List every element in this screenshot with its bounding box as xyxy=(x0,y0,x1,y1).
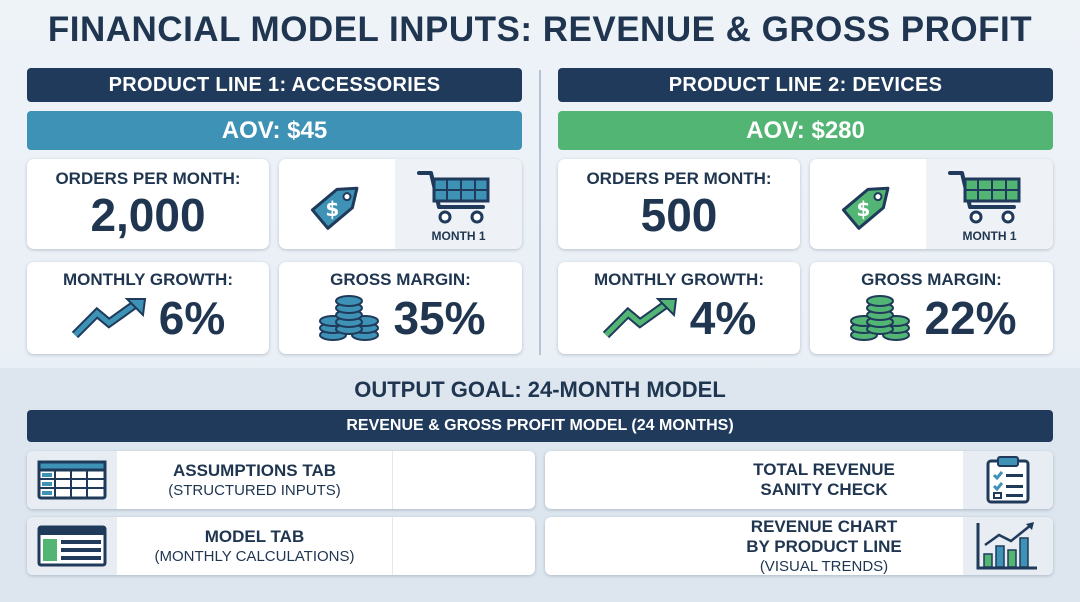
price-tag-icon: $ xyxy=(310,186,359,230)
revenue-chart-item: REVENUE CHART BY PRODUCT LINE (VISUAL TR… xyxy=(545,517,1053,575)
cart-box: MONTH 1 xyxy=(926,159,1053,249)
margin-value: 22% xyxy=(924,292,1017,344)
icon-box xyxy=(27,517,117,575)
orders-label: ORDERS PER MONTH: xyxy=(586,169,772,188)
item-title-line2: BY PRODUCT LINE xyxy=(746,536,902,556)
model-bar: REVENUE & GROSS PROFIT MODEL (24 MONTHS) xyxy=(27,410,1053,442)
margin-label: GROSS MARGIN: xyxy=(861,270,1002,289)
item-title: REVENUE CHART xyxy=(750,516,898,536)
margin-card: GROSS MARGIN: 35% xyxy=(279,262,522,354)
coin-stacks-icon xyxy=(319,295,380,341)
table-layout-icon xyxy=(37,525,107,567)
shopping-cart-icon xyxy=(417,171,490,224)
month-label: MONTH 1 xyxy=(431,229,486,243)
item-title: TOTAL REVENUE xyxy=(753,460,895,479)
product-line-2-panel: PRODUCT LINE 2: DEVICES AOV: $280 ORDERS… xyxy=(558,68,1053,354)
model-tab-item: MODEL TAB (MONTHLY CALCULATIONS) xyxy=(27,517,535,575)
shopping-cart-icon xyxy=(948,171,1021,224)
orders-card: ORDERS PER MONTH: 2,000 xyxy=(27,159,269,249)
margin-card: GROSS MARGIN: 22% xyxy=(810,262,1053,354)
product-line-1-header: PRODUCT LINE 1: ACCESSORIES xyxy=(27,68,522,102)
icons-card: $ MONTH 1 xyxy=(279,159,522,249)
item-title: MODEL TAB xyxy=(204,526,305,546)
revenue-sanity-item: TOTAL REVENUE SANITY CHECK xyxy=(545,451,1053,509)
orders-value: 2,000 xyxy=(90,189,206,241)
margin-value: 35% xyxy=(393,292,486,344)
cart-box: MONTH 1 xyxy=(395,159,522,249)
orders-label: ORDERS PER MONTH: xyxy=(55,169,241,188)
assumptions-tab-item: ASSUMPTIONS TAB (STRUCTURED INPUTS) xyxy=(27,451,535,509)
growth-arrow-icon xyxy=(71,298,146,339)
bar-chart-icon xyxy=(976,522,1037,570)
growth-label: MONTHLY GROWTH: xyxy=(594,270,764,289)
item-title-line2: SANITY CHECK xyxy=(760,480,888,499)
clipboard-checklist-icon xyxy=(986,456,1030,504)
orders-card: ORDERS PER MONTH: 500 xyxy=(558,159,800,249)
item-title: ASSUMPTIONS TAB xyxy=(172,460,337,480)
icon-box xyxy=(27,451,117,509)
svg-text:$: $ xyxy=(325,197,339,221)
growth-card: MONTHLY GROWTH: 4% xyxy=(558,262,800,354)
icons-card: $ MONTH 1 xyxy=(810,159,1053,249)
output-goal-title: OUTPUT GOAL: 24-MONTH MODEL xyxy=(354,377,726,402)
item-subtitle: (MONTHLY CALCULATIONS) xyxy=(154,547,355,565)
panel-divider xyxy=(539,70,541,355)
product-line-1-panel: PRODUCT LINE 1: ACCESSORIES AOV: $45 ORD… xyxy=(27,68,522,354)
item-subtitle: (VISUAL TRENDS) xyxy=(759,557,889,575)
aov-banner: AOV: $280 xyxy=(558,111,1053,150)
orders-value: 500 xyxy=(640,189,718,241)
blank-area xyxy=(392,451,535,509)
growth-value: 6% xyxy=(158,292,226,344)
icon-box xyxy=(963,451,1053,509)
month-label: MONTH 1 xyxy=(962,229,1017,243)
spreadsheet-icon xyxy=(37,460,107,500)
svg-text:$: $ xyxy=(856,197,870,221)
icon-box xyxy=(963,517,1053,575)
product-line-2-header: PRODUCT LINE 2: DEVICES xyxy=(558,68,1053,102)
margin-label: GROSS MARGIN: xyxy=(330,270,471,289)
coin-stacks-icon xyxy=(850,295,911,341)
growth-value: 4% xyxy=(689,292,757,344)
growth-arrow-icon xyxy=(602,298,677,339)
page-title: FINANCIAL MODEL INPUTS: REVENUE & GROSS … xyxy=(47,10,1033,49)
item-subtitle: (STRUCTURED INPUTS) xyxy=(168,481,341,499)
blank-area xyxy=(392,517,535,575)
growth-label: MONTHLY GROWTH: xyxy=(63,270,233,289)
growth-card: MONTHLY GROWTH: 6% xyxy=(27,262,269,354)
price-tag-icon: $ xyxy=(841,186,890,230)
aov-banner: AOV: $45 xyxy=(27,111,522,150)
